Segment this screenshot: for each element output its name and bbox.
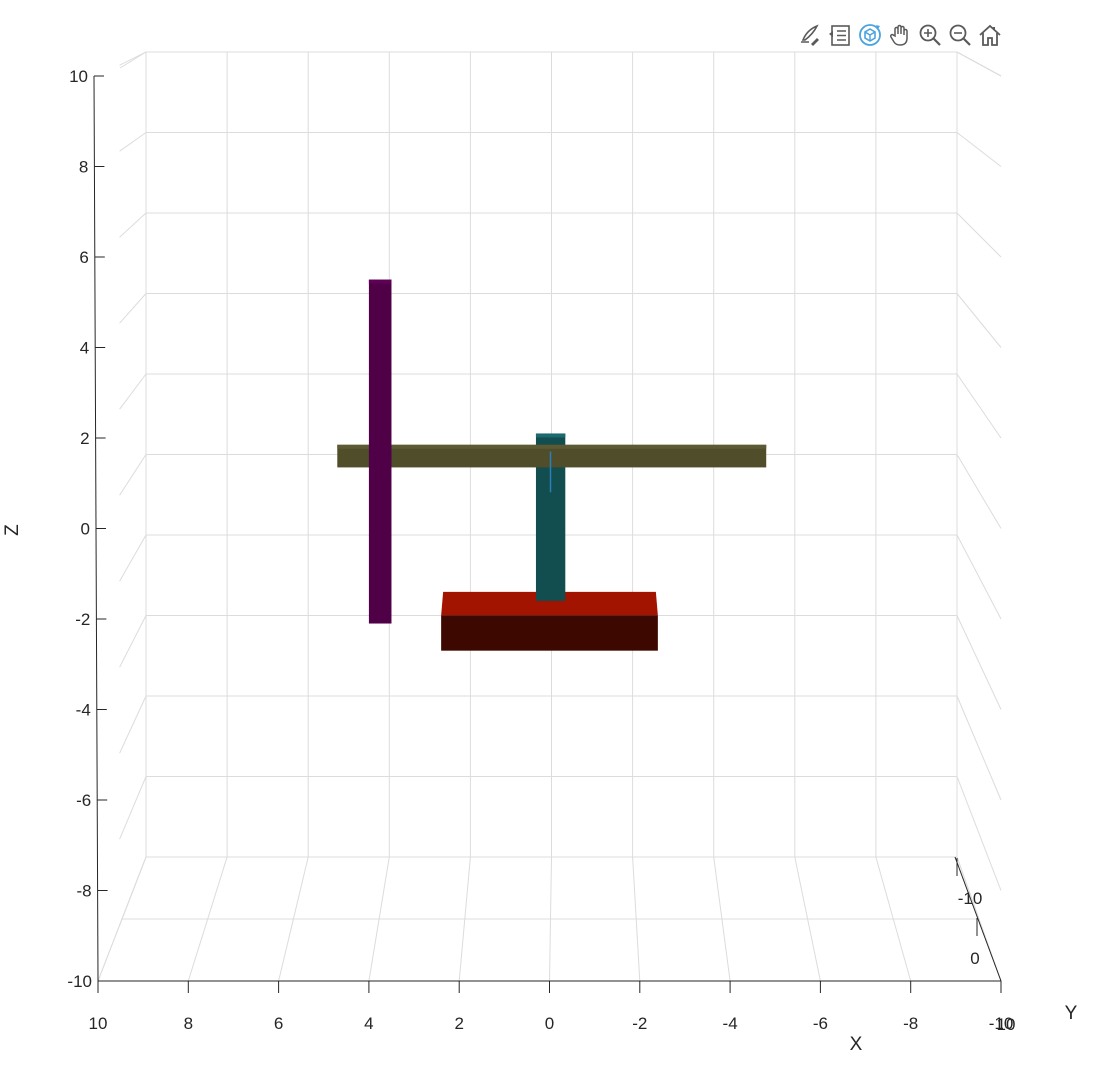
brush-icon[interactable] [796,20,824,50]
z-tick-label: -2 [75,610,90,629]
z-tick-label: 2 [80,429,89,448]
side-grid-line-left [119,615,147,668]
y-axis-label: Y [1065,1003,1078,1024]
z-tick-label: -8 [76,882,91,901]
x-tick-label: -4 [723,1014,738,1033]
z-tick-label: -4 [76,701,91,720]
horizontal-beam-front-face [337,444,767,468]
x-tick-label: -2 [632,1014,647,1033]
axes-toolbar [796,20,1004,50]
x-tick-label: 8 [184,1014,193,1033]
horizontal-beam-top-face [337,444,767,449]
z-tick-label: 4 [80,339,89,358]
side-grid-line-right [956,615,1002,710]
side-grid-line-right [956,132,1002,167]
side-grid-line-left [119,534,147,582]
side-grid-line-left [119,776,147,840]
plot-objects [337,279,767,651]
base-box [441,591,658,651]
x-tick-label: -6 [813,1014,828,1033]
y-axis-line [954,856,1002,982]
x-tick-label: 2 [454,1014,463,1033]
legend-icon[interactable] [826,20,854,50]
side-grid-line-right [956,776,1002,891]
x-tick-label: -10 [989,1014,1014,1033]
y-tick-label: -10 [958,889,983,908]
z-tick-label: 10 [69,67,88,86]
z-tick-label: 0 [81,520,90,539]
z-tick-label: -10 [67,972,92,991]
side-grid-line-left [119,293,147,324]
side-grid-line-right [956,454,1002,529]
x-tick-label: 0 [545,1014,554,1033]
side-grid-line-right [956,695,1002,801]
side-grid-line-right [956,212,1002,258]
purple-bar-front-face [368,279,392,624]
base-box-top-face [441,591,658,616]
y-tick-label: 10 [997,1015,1016,1034]
side-grid-line-left [119,373,147,410]
side-grid-line-right [956,373,1002,439]
x-tick-label: 6 [274,1014,283,1033]
zoom-in-icon[interactable] [916,20,944,50]
side-grid-line-left [119,212,147,238]
z-tick-label: 8 [79,158,88,177]
purple-bar-top-face [368,279,392,284]
side-grid-line-right [956,293,1002,348]
y-tick-label: 0 [970,949,979,968]
horizontal-beam [337,444,767,468]
z-tick-label: 6 [79,248,88,267]
tick-labels: 10 8 6 4 2 0 -2 -4 -6 -8 -101086420-2-4-6-8-10-100… [67,67,1015,1034]
side-grid-line-left [119,132,147,152]
z-tick-label: -6 [76,791,91,810]
side-grid-top-left [119,51,147,69]
home-icon[interactable] [976,20,1004,50]
base-box-front-face [441,615,658,651]
x-axis-label: X [850,1034,863,1055]
floor-grid [97,856,1002,982]
side-grid-line-left [119,454,147,496]
side-grid-line-left [119,695,147,754]
side-grid-line-right [956,534,1002,620]
zoom-out-icon[interactable] [946,20,974,50]
side-grid-top-right [956,51,1002,77]
vertical-column-top-face [535,433,566,438]
z-axis-label: Z [2,524,23,536]
x-tick-label: 4 [364,1014,373,1033]
purple-bar [368,279,392,624]
x-tick-label: -8 [903,1014,918,1033]
rotate-3d-icon[interactable] [856,20,884,50]
x-tick-label: 10 [89,1014,108,1033]
pan-hand-icon[interactable] [886,20,914,50]
